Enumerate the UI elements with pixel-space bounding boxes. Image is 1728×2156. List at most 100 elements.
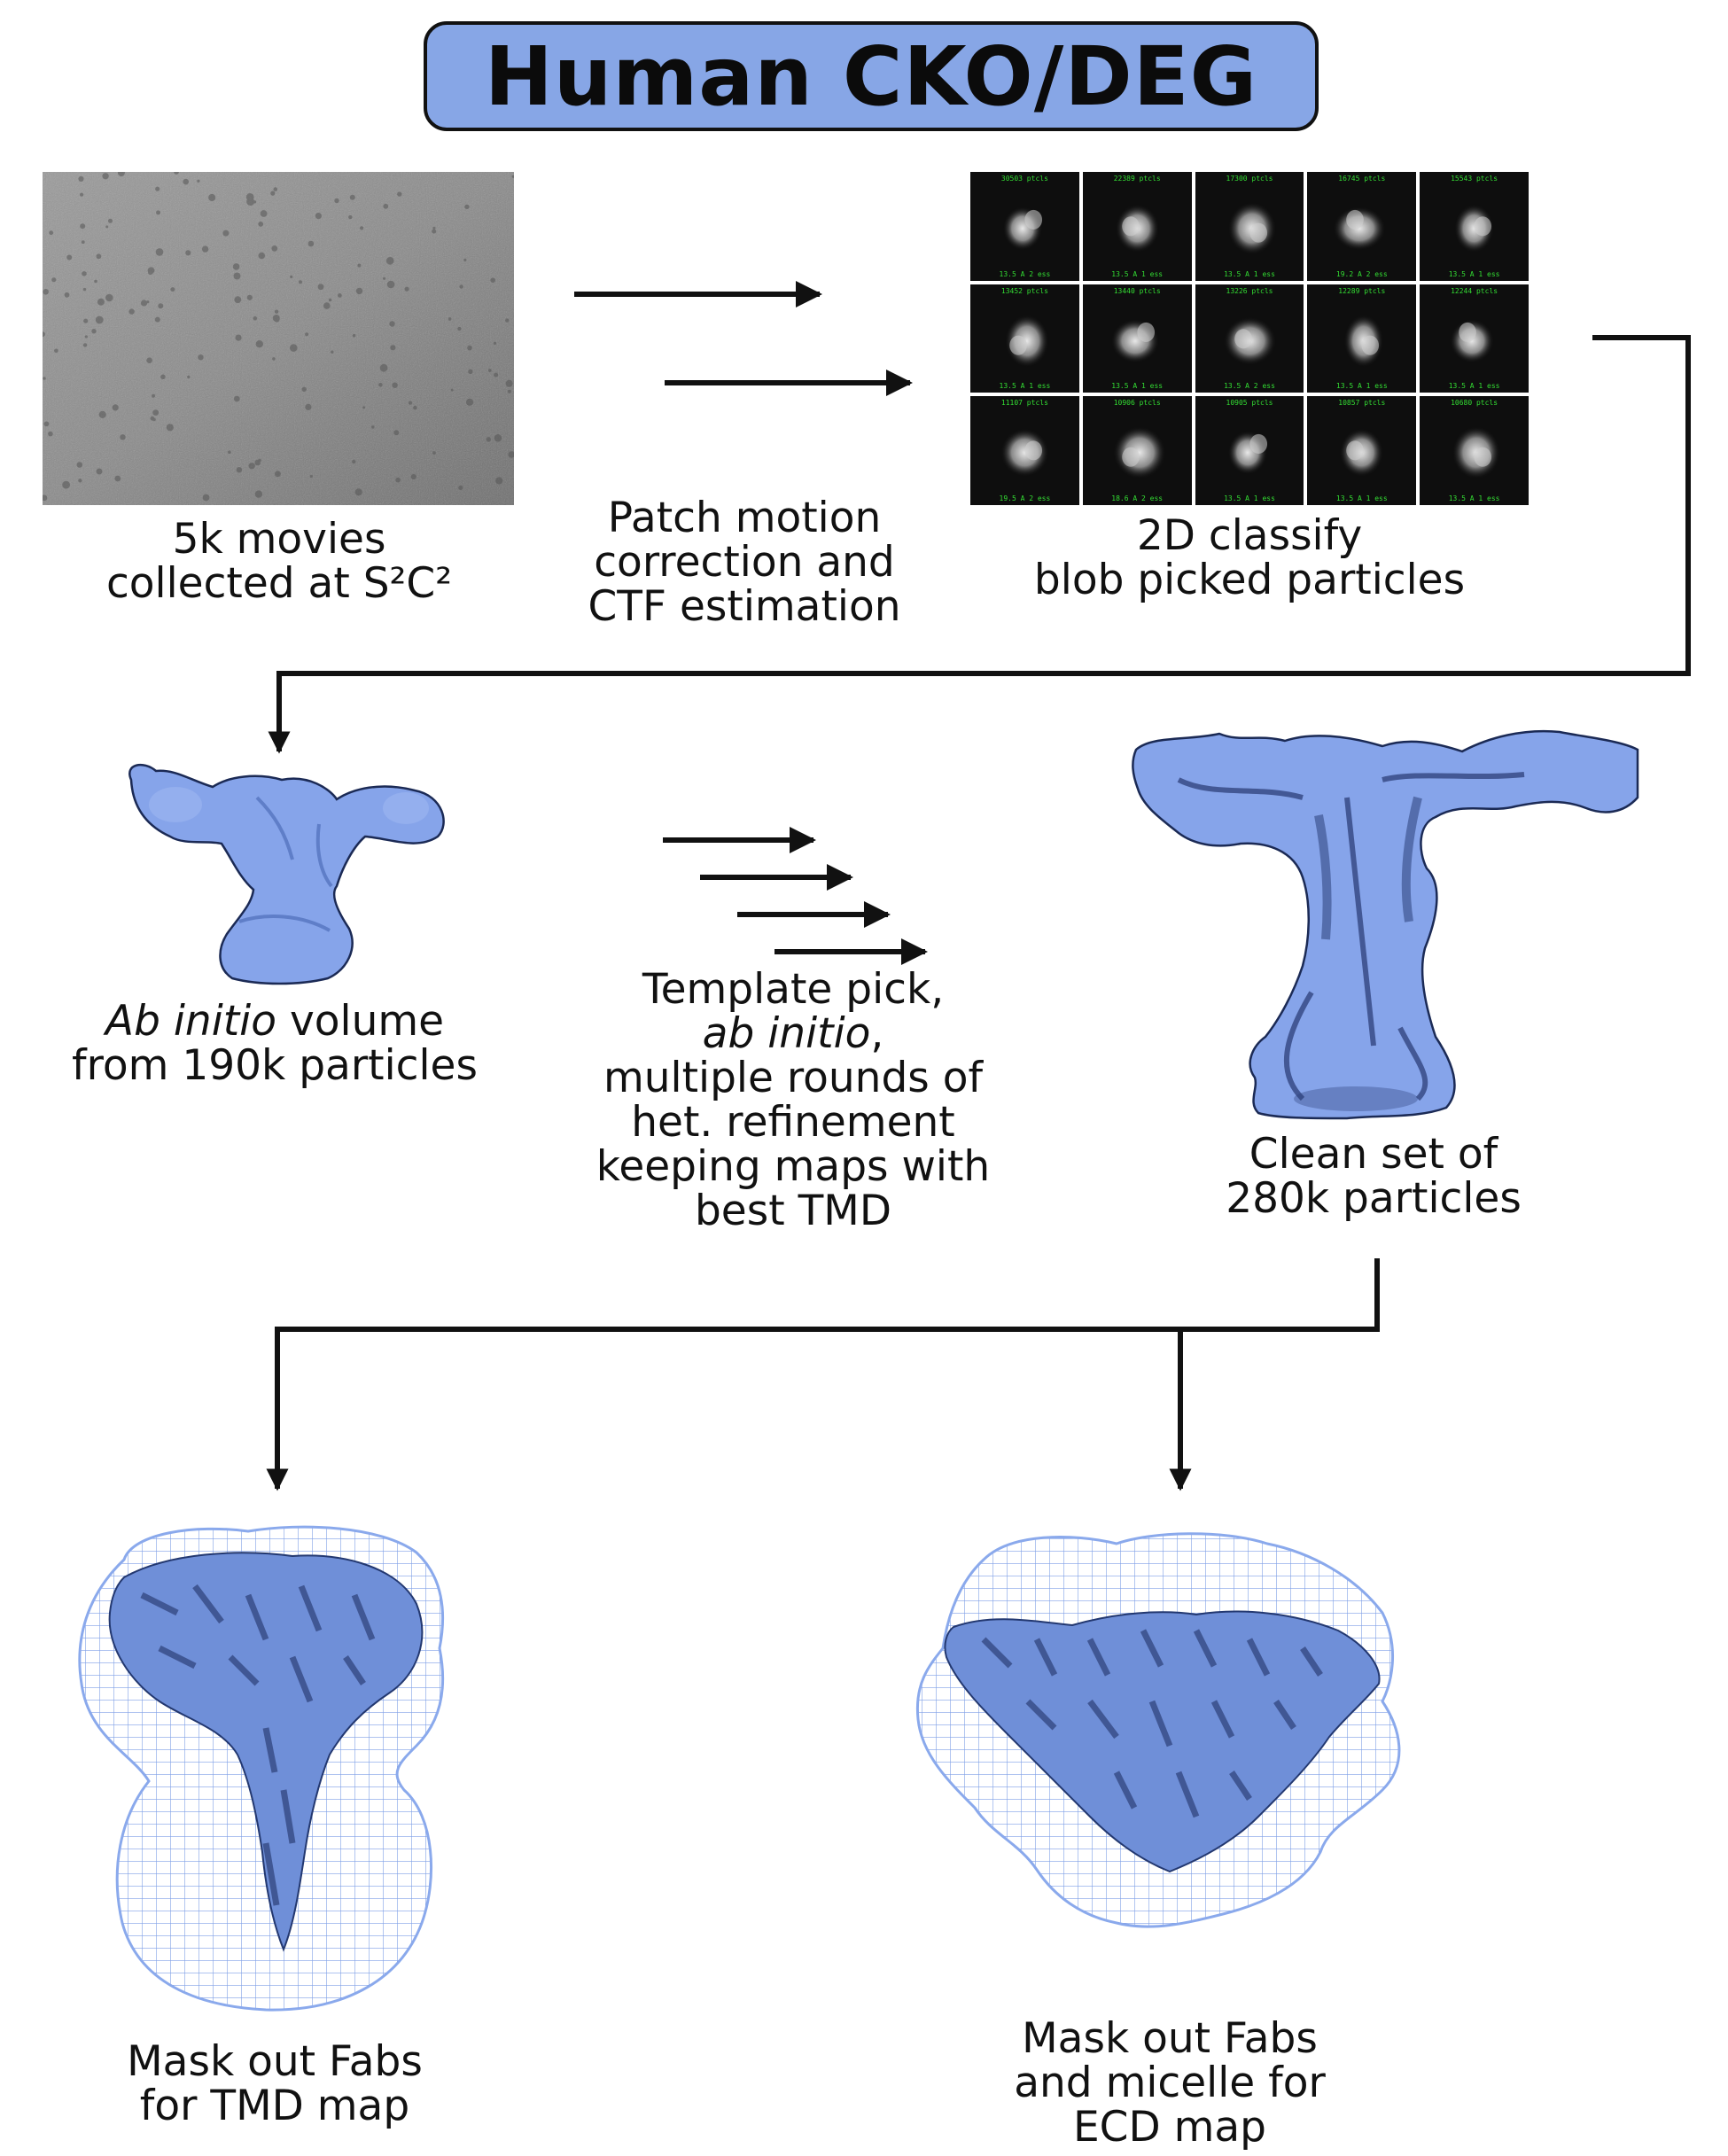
- class-average-tile: 13226 ptcls 13.5 A 2 ess: [1195, 284, 1304, 393]
- particle-speck: [305, 332, 309, 337]
- class-average-image: [1333, 206, 1386, 251]
- class-average-tile: 10857 ptcls 13.5 A 1 ess: [1307, 396, 1417, 505]
- class-resolution: 13.5 A 1 ess: [1335, 494, 1388, 502]
- particle-speck: [274, 471, 281, 478]
- caption-clean: Clean set of 280k particles: [1170, 1132, 1577, 1221]
- particle-speck: [166, 424, 174, 432]
- particle-speck: [128, 308, 135, 315]
- particle-lobe: [1361, 335, 1380, 355]
- particle-speck: [152, 409, 160, 416]
- particle-speck: [395, 477, 401, 483]
- particle-speck: [463, 258, 467, 261]
- particle-speck: [389, 321, 395, 327]
- particle-speck: [270, 191, 276, 196]
- particle-speck: [468, 369, 473, 374]
- particle-speck: [457, 326, 462, 331]
- class-average-image: [1113, 426, 1166, 479]
- caption-motion-line1: Patch motion: [607, 494, 882, 542]
- caption-ecd-line1: Mask out Fabs: [1022, 2014, 1318, 2063]
- caption-ecd-line2: and micelle for: [1014, 2059, 1326, 2107]
- particle-speck: [271, 245, 278, 252]
- class-average-image: [1115, 204, 1159, 253]
- particle-speck: [383, 203, 389, 209]
- particle-speck: [505, 318, 510, 323]
- particle-speck: [234, 296, 242, 304]
- particle-speck: [43, 289, 49, 295]
- particle-speck: [465, 398, 474, 406]
- class-particle-count: 10857 ptcls: [1338, 399, 1386, 408]
- particle-speck: [78, 175, 84, 182]
- particle-speck: [235, 334, 242, 341]
- caption-motion-line3: CTF estimation: [588, 582, 901, 631]
- class-average-tile: 22389 ptcls 13.5 A 1 ess: [1082, 172, 1192, 281]
- particle-speck: [222, 230, 230, 237]
- particle-speck: [464, 204, 470, 210]
- particle-speck: [198, 354, 204, 361]
- particle-speck: [323, 302, 331, 309]
- particle-speck: [511, 175, 514, 178]
- class-resolution: 13.5 A 1 ess: [1448, 269, 1500, 278]
- particle-speck: [379, 363, 388, 372]
- particle-speck: [458, 485, 463, 490]
- class-particle-count: 15543 ptcls: [1451, 175, 1498, 183]
- class-average-image: [1452, 426, 1501, 479]
- class-particle-count: 30503 ptcls: [1000, 175, 1048, 183]
- particle-speck: [331, 350, 334, 354]
- particle-speck: [273, 187, 278, 191]
- particle-speck: [258, 252, 266, 260]
- particle-speck: [432, 226, 436, 230]
- particle-speck: [360, 226, 364, 230]
- class-average-image: [1110, 318, 1159, 362]
- particle-speck: [152, 393, 156, 398]
- particle-speck: [98, 410, 106, 418]
- particle-speck: [185, 250, 191, 256]
- class-particle-count: 13452 ptcls: [1000, 286, 1048, 295]
- particle-lobe: [1249, 434, 1267, 455]
- caption-tmd-line2: for TMD map: [139, 2082, 410, 2130]
- particle-blob: [1000, 429, 1049, 478]
- particle-speck: [253, 315, 258, 321]
- particle-speck: [228, 450, 231, 454]
- class-average-image: [1344, 315, 1384, 367]
- particle-speck: [82, 343, 88, 347]
- particle-speck: [208, 193, 216, 202]
- particle-speck: [328, 298, 332, 302]
- particle-speck: [383, 276, 386, 280]
- particle-speck: [459, 284, 463, 289]
- particle-speck: [156, 210, 160, 215]
- particle-blob: [1333, 206, 1386, 251]
- caption-classify-line1: 2D classify: [1136, 511, 1363, 560]
- particle-speck: [362, 406, 366, 409]
- particle-speck: [102, 173, 109, 180]
- particle-speck: [467, 345, 472, 351]
- particle-speck: [309, 474, 313, 479]
- tmd-map-with-mask: [78, 1525, 445, 2012]
- particle-lobe: [1122, 216, 1140, 237]
- particle-speck: [187, 375, 191, 379]
- class-resolution: 13.5 A 1 ess: [1111, 382, 1164, 391]
- particle-speck: [43, 421, 50, 427]
- particle-speck: [148, 269, 153, 276]
- particle-speck: [246, 294, 253, 300]
- class-particle-count: 10906 ptcls: [1113, 399, 1161, 408]
- caption-clean-line2: 280k particles: [1226, 1174, 1522, 1223]
- particle-speck: [432, 229, 437, 234]
- particle-speck: [392, 382, 398, 388]
- class-resolution: 13.5 A 1 ess: [999, 382, 1051, 391]
- particle-lobe: [1474, 447, 1492, 468]
- particle-speck: [334, 198, 339, 204]
- particle-speck: [352, 459, 356, 464]
- caption-abinitio: Ab initio volume from 190k particles: [44, 1000, 505, 1088]
- caption-classify: 2D classify blob picked particles: [975, 514, 1524, 603]
- particle-speck: [254, 490, 263, 498]
- caption-template-line6: best TMD: [694, 1187, 892, 1235]
- caption-tmd: Mask out Fabs for TMD map: [62, 2040, 487, 2129]
- particle-speck: [114, 475, 121, 482]
- caption-template: Template pick, ab initio, multiple round…: [558, 968, 1028, 1234]
- caption-motion-line2: correction and: [594, 538, 895, 587]
- caption-motion: Patch motion correction and CTF estimati…: [549, 496, 939, 629]
- class-average-image: [1000, 429, 1049, 478]
- particle-speck: [352, 333, 356, 338]
- class-particle-count: 10680 ptcls: [1451, 399, 1498, 408]
- caption-ecd: Mask out Fabs and micelle for ECD map: [957, 2017, 1382, 2150]
